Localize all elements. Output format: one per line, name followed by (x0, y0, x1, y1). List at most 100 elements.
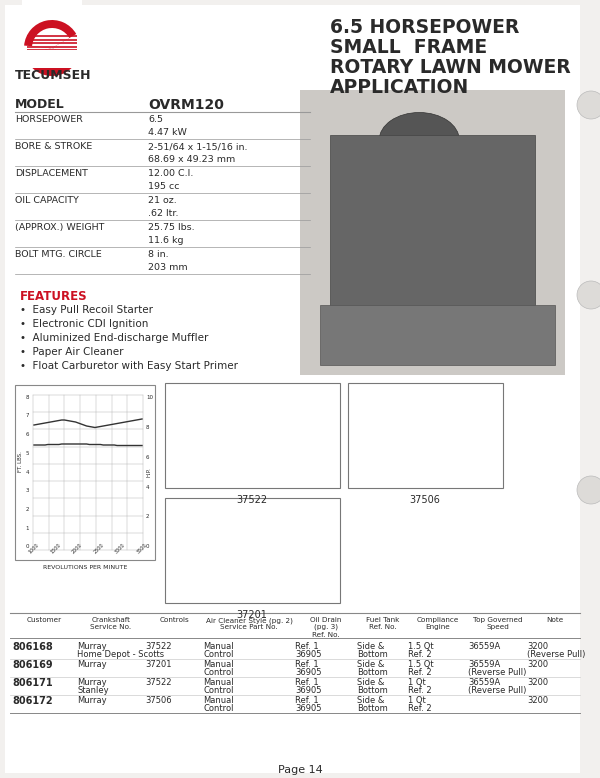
Text: (Reverse Pull): (Reverse Pull) (468, 686, 526, 695)
Text: 36559A: 36559A (468, 660, 500, 669)
Ellipse shape (379, 113, 459, 167)
Text: 37506: 37506 (410, 495, 440, 505)
Text: Customer: Customer (27, 617, 62, 623)
Text: SMALL  FRAME: SMALL FRAME (330, 38, 487, 57)
Text: 1.5 Qt: 1.5 Qt (408, 642, 434, 651)
Wedge shape (24, 20, 76, 48)
Text: Bottom: Bottom (357, 704, 388, 713)
Text: 6: 6 (25, 432, 29, 437)
Bar (22, 0, 82, 18)
Text: Ref. 1: Ref. 1 (295, 678, 319, 687)
Text: (Reverse Pull): (Reverse Pull) (527, 650, 586, 659)
Text: 2: 2 (25, 507, 29, 512)
Text: 4: 4 (146, 485, 149, 489)
Text: Home Depot - Scotts: Home Depot - Scotts (77, 650, 164, 659)
Text: 6.5 HORSEPOWER: 6.5 HORSEPOWER (330, 18, 520, 37)
Text: •  Float Carburetor with Easy Start Primer: • Float Carburetor with Easy Start Prime… (20, 361, 238, 371)
Text: 8: 8 (146, 425, 149, 429)
Text: 1: 1 (25, 526, 29, 531)
Text: Ref. 2: Ref. 2 (408, 686, 431, 695)
Text: 36905: 36905 (295, 686, 322, 695)
Text: 10: 10 (146, 394, 153, 399)
Text: Ref. 1: Ref. 1 (295, 696, 319, 705)
Text: Side &: Side & (357, 678, 385, 687)
Text: Ref. 2: Ref. 2 (408, 704, 431, 713)
Text: 6.5
4.47 kW: 6.5 4.47 kW (148, 115, 187, 136)
Text: ROTARY LAWN MOWER: ROTARY LAWN MOWER (330, 58, 571, 77)
Text: Control: Control (203, 704, 233, 713)
Text: Fuel Tank: Fuel Tank (366, 617, 399, 623)
Text: 2000: 2000 (71, 542, 83, 555)
Bar (330, 135, 535, 315)
Text: 36905: 36905 (295, 704, 322, 713)
Text: Murray: Murray (77, 642, 107, 651)
Bar (165, 383, 340, 488)
Text: 3: 3 (25, 489, 29, 493)
Text: Stanley: Stanley (77, 686, 109, 695)
Text: 3200: 3200 (527, 660, 548, 669)
Text: REVOLUTIONS PER MINUTE: REVOLUTIONS PER MINUTE (43, 565, 127, 570)
Text: OIL CAPACITY: OIL CAPACITY (15, 196, 79, 205)
Text: OVRM120: OVRM120 (148, 98, 224, 112)
Text: MODEL: MODEL (15, 98, 65, 111)
Text: 37522: 37522 (145, 678, 172, 687)
Text: •  Easy Pull Recoil Starter: • Easy Pull Recoil Starter (20, 305, 153, 315)
Text: Bottom: Bottom (357, 650, 388, 659)
Text: Service No.: Service No. (91, 624, 131, 630)
Text: Manual: Manual (203, 696, 233, 705)
Text: 806172: 806172 (12, 696, 53, 706)
Text: DISPLACEMENT: DISPLACEMENT (15, 169, 88, 178)
Text: Top Governed: Top Governed (473, 617, 523, 623)
Text: Murray: Murray (77, 678, 107, 687)
Bar (320, 305, 555, 365)
Text: 3200: 3200 (527, 642, 548, 651)
Text: TECUMSEH: TECUMSEH (15, 68, 91, 82)
Text: Control: Control (203, 668, 233, 677)
Text: Engine: Engine (425, 624, 451, 630)
Text: 1 Qt: 1 Qt (408, 678, 426, 687)
Text: Control: Control (203, 686, 233, 695)
Wedge shape (25, 48, 77, 76)
Text: 1500: 1500 (49, 542, 62, 555)
Wedge shape (32, 28, 70, 48)
Text: Control: Control (203, 650, 233, 659)
Text: 806169: 806169 (12, 660, 53, 670)
Circle shape (577, 91, 600, 119)
Text: 6: 6 (146, 454, 149, 460)
Text: (APPROX.) WEIGHT: (APPROX.) WEIGHT (15, 223, 104, 232)
Bar (348, 383, 503, 488)
Text: Ref. 1: Ref. 1 (295, 660, 319, 669)
Text: 5: 5 (25, 450, 29, 456)
Text: Air Cleaner Style (pg. 2): Air Cleaner Style (pg. 2) (206, 617, 292, 623)
Text: 1 Qt: 1 Qt (408, 696, 426, 705)
Text: 0: 0 (25, 545, 29, 549)
Text: APPLICATION: APPLICATION (330, 78, 469, 97)
Circle shape (577, 281, 600, 309)
Wedge shape (32, 48, 70, 68)
Text: 36905: 36905 (295, 650, 322, 659)
Bar (15, 385, 155, 560)
Text: Crankshaft: Crankshaft (91, 617, 131, 623)
Text: Murray: Murray (77, 660, 107, 669)
Text: 36905: 36905 (295, 668, 322, 677)
Text: 4: 4 (25, 469, 29, 475)
Text: FT. LBS.: FT. LBS. (19, 451, 23, 472)
Text: Compliance: Compliance (417, 617, 459, 623)
Text: Page 14: Page 14 (278, 765, 322, 775)
Text: (Reverse Pull): (Reverse Pull) (468, 668, 526, 677)
Text: 37522: 37522 (236, 495, 268, 505)
Text: BORE & STROKE: BORE & STROKE (15, 142, 92, 151)
Text: Manual: Manual (203, 642, 233, 651)
Text: 12.00 C.I.
195 cc: 12.00 C.I. 195 cc (148, 169, 193, 191)
Text: 2500: 2500 (92, 542, 105, 555)
Text: Controls: Controls (159, 617, 189, 623)
Text: H.P.: H.P. (146, 467, 151, 477)
Text: Bottom: Bottom (357, 686, 388, 695)
Text: •  Aluminized End-discharge Muffler: • Aluminized End-discharge Muffler (20, 333, 208, 343)
Text: Ref. 1: Ref. 1 (295, 642, 319, 651)
Text: 2-51/64 x 1-15/16 in.
68.69 x 49.23 mm: 2-51/64 x 1-15/16 in. 68.69 x 49.23 mm (148, 142, 248, 163)
Text: Murray: Murray (77, 696, 107, 705)
Bar (300, 90, 565, 375)
Text: 3200: 3200 (527, 696, 548, 705)
Text: 806168: 806168 (12, 642, 53, 652)
